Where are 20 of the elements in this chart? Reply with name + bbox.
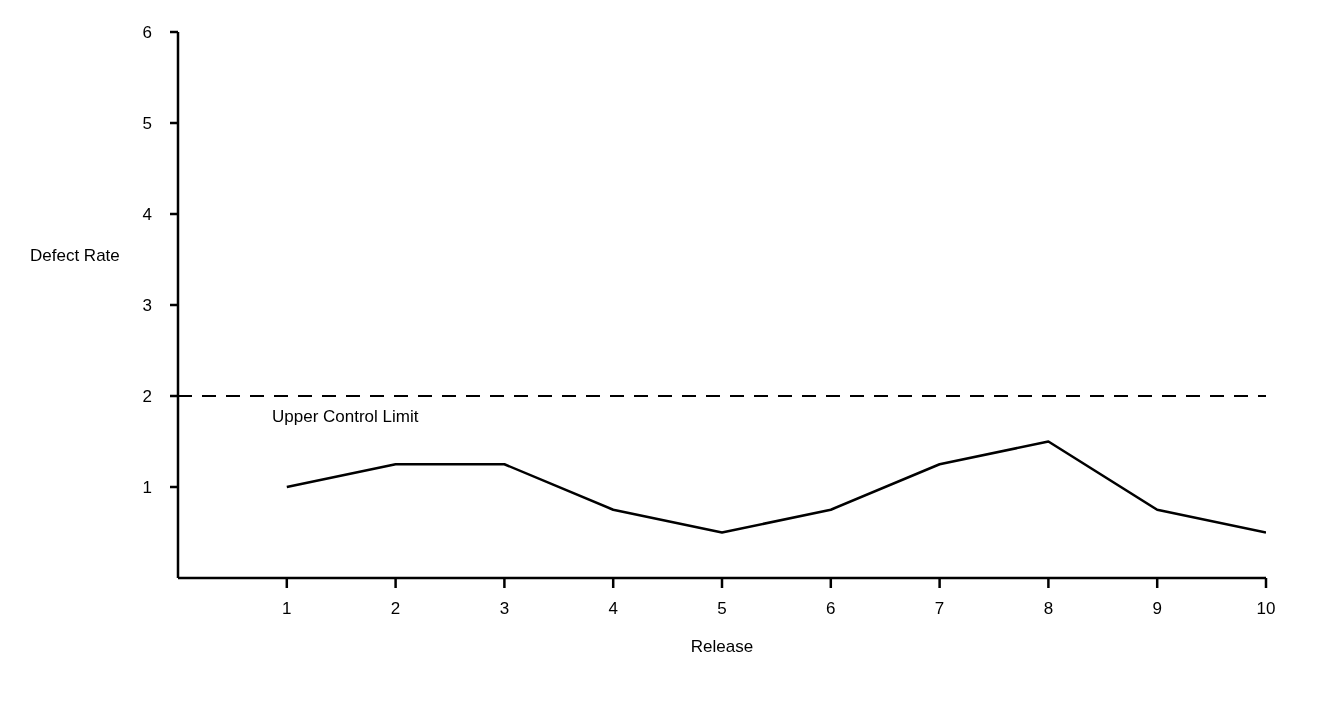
- y-axis-title: Defect Rate: [30, 245, 121, 267]
- y-tick-label: 2: [142, 387, 152, 407]
- y-tick-label: 4: [142, 205, 152, 225]
- line-series: [285, 440, 1266, 534]
- y-tick-label: 6: [142, 23, 152, 43]
- y-tick-label: 3: [142, 296, 152, 316]
- x-tick-label: 9: [1152, 599, 1162, 619]
- x-tick-label: 3: [499, 599, 510, 619]
- x-tick-label: 4: [608, 599, 618, 619]
- x-tick-label: 5: [717, 599, 727, 619]
- x-tick-label: 2: [390, 599, 401, 619]
- x-tick-label: 6: [826, 599, 836, 619]
- y-tick-label: 5: [142, 114, 152, 134]
- x-axis-title: Release: [690, 637, 754, 656]
- ref-line-label: Upper Control Limit: [272, 407, 419, 427]
- x-tick-label: 1: [282, 599, 292, 619]
- x-tick-label: 10: [1256, 599, 1276, 619]
- x-tick-label: 8: [1043, 599, 1054, 619]
- x-tick-label: 7: [934, 599, 945, 619]
- y-tick-label: 1: [142, 478, 152, 498]
